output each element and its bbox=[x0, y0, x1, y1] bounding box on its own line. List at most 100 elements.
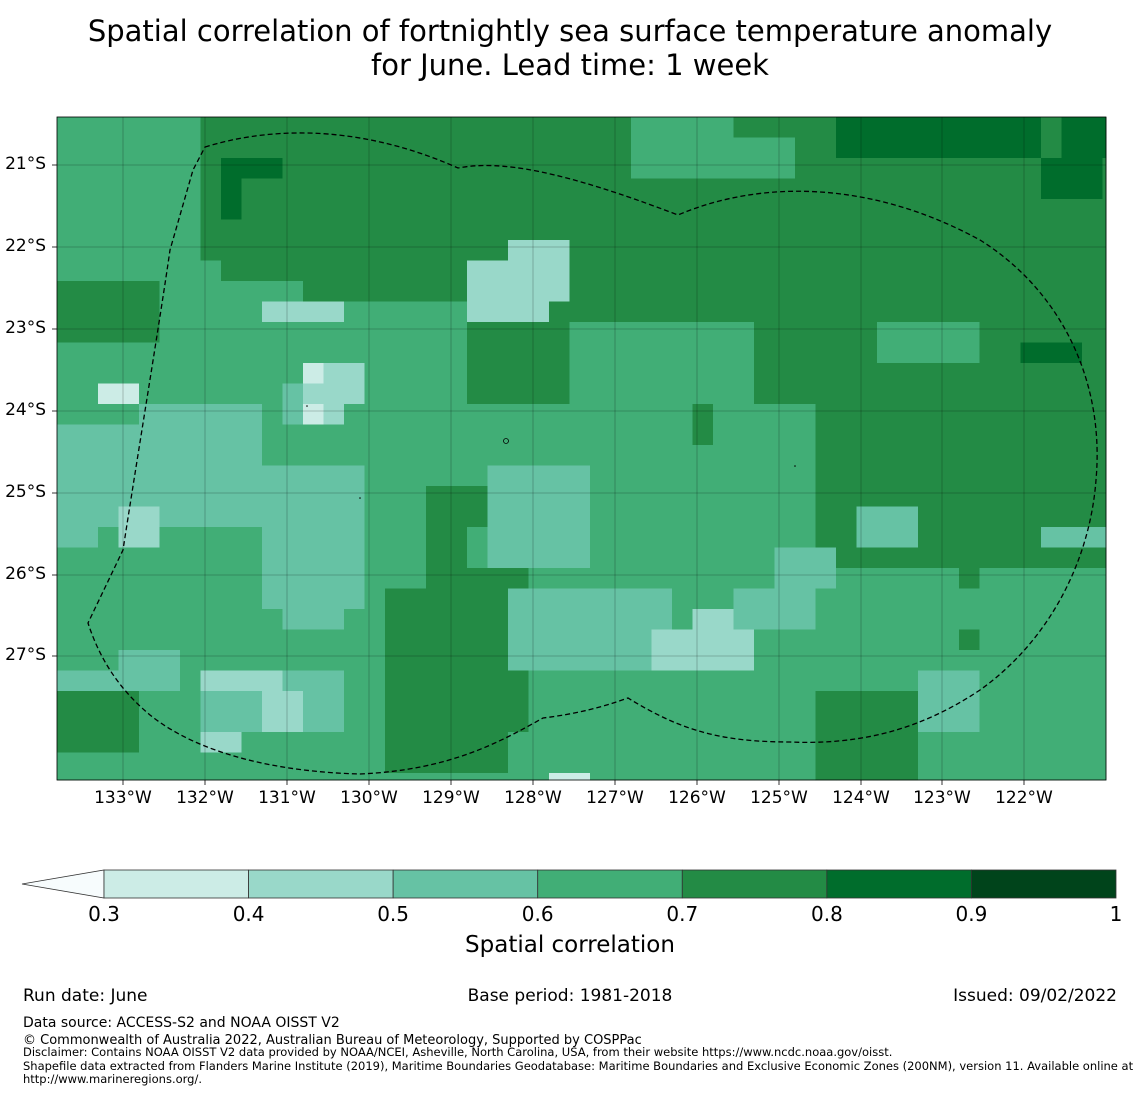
grid-cell bbox=[98, 568, 119, 589]
grid-cell bbox=[467, 609, 488, 630]
grid-cell bbox=[590, 137, 611, 159]
grid-cell bbox=[200, 178, 222, 200]
grid-cell bbox=[77, 547, 99, 569]
grid-cell bbox=[344, 240, 365, 261]
grid-cell bbox=[1000, 404, 1021, 425]
grid-cell bbox=[877, 322, 898, 343]
grid-cell bbox=[856, 752, 878, 774]
grid-cell bbox=[569, 752, 591, 774]
grid-cell bbox=[733, 445, 755, 466]
grid-cell bbox=[446, 219, 468, 241]
grid-cell bbox=[938, 342, 960, 364]
grid-cell bbox=[1102, 363, 1107, 384]
grid-cell bbox=[590, 609, 611, 630]
grid-cell bbox=[774, 445, 796, 466]
grid-cell bbox=[528, 588, 550, 610]
grid-cell bbox=[549, 424, 570, 446]
grid-cell bbox=[487, 158, 509, 179]
grid-cell bbox=[508, 732, 529, 753]
x-tick: 124°W bbox=[832, 788, 890, 808]
grid-cell bbox=[139, 219, 160, 241]
grid-cell bbox=[651, 137, 673, 159]
grid-cell bbox=[1082, 199, 1103, 220]
grid-cell bbox=[159, 219, 181, 241]
grid-cell bbox=[1020, 363, 1042, 384]
grid-cell bbox=[897, 588, 919, 610]
grid-cell bbox=[508, 670, 529, 692]
grid-cell bbox=[856, 383, 878, 405]
grid-cell bbox=[918, 342, 939, 364]
grid-cell bbox=[856, 301, 878, 323]
grid-cell bbox=[877, 383, 898, 405]
grid-cell bbox=[1020, 465, 1042, 487]
grid-cell bbox=[918, 752, 939, 774]
grid-cell bbox=[795, 506, 816, 528]
grid-cell bbox=[303, 240, 324, 261]
grid-cell bbox=[856, 773, 878, 781]
grid-cell bbox=[754, 342, 775, 364]
grid-cell bbox=[856, 629, 878, 651]
grid-cell bbox=[1041, 363, 1062, 384]
grid-cell bbox=[467, 322, 488, 343]
grid-cell bbox=[57, 527, 78, 548]
grid-cell bbox=[938, 732, 960, 753]
grid-cell bbox=[918, 383, 939, 405]
grid-cell bbox=[692, 158, 714, 179]
grid-cell bbox=[364, 322, 386, 343]
grid-cell bbox=[754, 588, 775, 610]
grid-cell bbox=[241, 691, 263, 712]
grid-cell bbox=[918, 445, 939, 466]
grid-cell bbox=[200, 752, 222, 774]
grid-cell bbox=[877, 752, 898, 774]
x-tick: 123°W bbox=[913, 788, 971, 808]
grid-cell bbox=[323, 465, 345, 487]
grid-cell bbox=[1041, 629, 1062, 651]
grid-cell bbox=[528, 322, 550, 343]
grid-cell bbox=[856, 404, 878, 425]
grid-cell bbox=[774, 342, 796, 364]
grid-cell bbox=[467, 691, 488, 712]
grid-cell bbox=[221, 199, 242, 220]
grid-cell bbox=[487, 322, 509, 343]
grid-cell bbox=[1000, 301, 1021, 323]
grid-cell bbox=[528, 711, 550, 733]
grid-cell bbox=[262, 383, 283, 405]
grid-cell bbox=[426, 752, 447, 774]
grid-cell bbox=[241, 486, 263, 507]
grid-cell bbox=[959, 322, 980, 343]
grid-cell bbox=[1020, 609, 1042, 630]
grid-cell bbox=[98, 281, 119, 302]
grid-cell bbox=[262, 424, 283, 446]
grid-cell bbox=[590, 404, 611, 425]
grid-cell bbox=[262, 137, 283, 159]
grid-cell bbox=[364, 240, 386, 261]
grid-cell bbox=[549, 732, 570, 753]
grid-cell bbox=[446, 117, 468, 138]
grid-cell bbox=[98, 240, 119, 261]
grid-cell bbox=[180, 650, 201, 671]
grid-cell bbox=[139, 752, 160, 774]
grid-cell bbox=[446, 547, 468, 569]
grid-cell bbox=[528, 691, 550, 712]
grid-cell bbox=[180, 322, 201, 343]
grid-cell bbox=[938, 158, 960, 179]
grid-cell bbox=[508, 199, 529, 220]
grid-cell bbox=[528, 465, 550, 487]
grid-cell bbox=[385, 342, 406, 364]
grid-cell bbox=[282, 137, 304, 159]
grid-cell bbox=[405, 527, 427, 548]
grid-cell bbox=[836, 178, 857, 200]
grid-cell bbox=[1000, 629, 1021, 651]
grid-cell bbox=[241, 773, 263, 781]
grid-cell bbox=[487, 588, 509, 610]
grid-cell bbox=[1102, 178, 1107, 200]
grid-cell bbox=[241, 158, 263, 179]
grid-cell bbox=[1082, 527, 1103, 548]
grid-cell bbox=[815, 732, 837, 753]
grid-cell bbox=[364, 219, 386, 241]
grid-cell bbox=[938, 568, 960, 589]
grid-cell bbox=[200, 506, 222, 528]
grid-cell bbox=[446, 670, 468, 692]
grid-cell bbox=[508, 547, 529, 569]
grid-cell bbox=[815, 158, 837, 179]
